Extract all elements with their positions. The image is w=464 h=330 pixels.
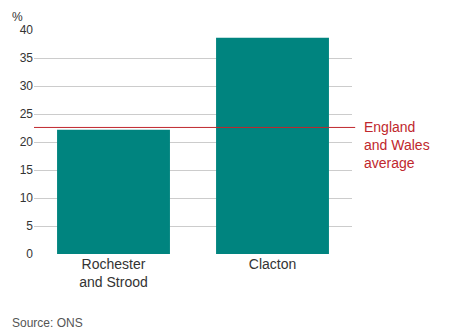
svg-text:15: 15 <box>20 163 34 177</box>
svg-text:40: 40 <box>20 23 34 37</box>
svg-text:25: 25 <box>20 107 34 121</box>
svg-text:0: 0 <box>26 247 33 261</box>
svg-text:5: 5 <box>26 219 33 233</box>
svg-text:35: 35 <box>20 51 34 65</box>
svg-text:Clacton: Clacton <box>249 256 296 272</box>
svg-text:Source: ONS: Source: ONS <box>12 316 83 330</box>
svg-text:10: 10 <box>20 191 34 205</box>
svg-text:20: 20 <box>20 135 34 149</box>
svg-text:30: 30 <box>20 79 34 93</box>
svg-text:Englandand Walesaverage: Englandand Walesaverage <box>364 119 430 171</box>
svg-text:%: % <box>12 10 23 24</box>
svg-text:Rochesterand Strood: Rochesterand Strood <box>79 256 148 290</box>
